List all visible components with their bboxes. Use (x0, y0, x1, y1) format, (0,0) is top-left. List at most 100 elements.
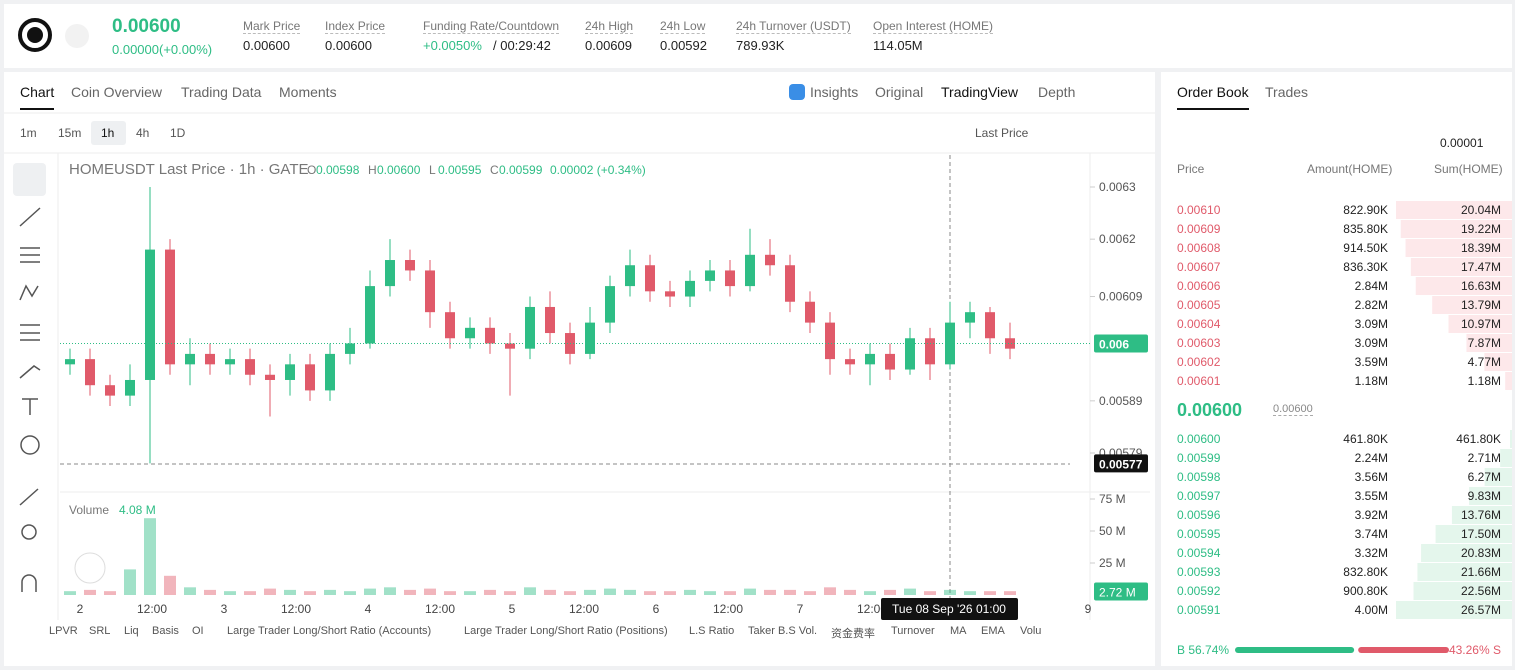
ob-amount: 914.50K (1343, 241, 1388, 255)
interval[interactable]: 15m (58, 126, 82, 140)
depth-bar (1509, 430, 1512, 448)
depth-bar (1484, 353, 1512, 371)
indicator[interactable]: OI (192, 625, 204, 637)
indicator[interactable]: LPVR (49, 625, 78, 637)
tool-crosshair[interactable] (13, 163, 46, 196)
ob-sum: 21.66M (1460, 565, 1501, 579)
indicator[interactable]: Large Trader Long/Short Ratio (Accounts) (227, 625, 432, 637)
tab[interactable]: Chart (20, 84, 55, 110)
candle-body (885, 353, 895, 370)
legend-o: 0.00598 (316, 163, 360, 177)
buy-ratio: B 56.74% (1177, 643, 1230, 657)
indicator[interactable]: L.S Ratio (689, 625, 735, 637)
ob-header: Amount(HOME) (1307, 162, 1393, 176)
candle-body (185, 353, 195, 365)
tab[interactable]: Trading Data (181, 84, 262, 100)
volume-bar (724, 591, 736, 595)
tab[interactable]: Moments (279, 84, 337, 100)
depth-bar (1400, 220, 1512, 238)
candle-body (745, 254, 755, 287)
legend-c: 0.00599 (499, 163, 543, 177)
depth-bar (1415, 277, 1512, 295)
ob-price: 0.00600 (1177, 432, 1221, 446)
legend-chg: 0.00002 (+0.34%) (550, 163, 646, 177)
volume-bar (844, 589, 856, 595)
indicator[interactable]: MA (950, 625, 967, 637)
crosshair-time: Tue 08 Sep '26 01:00 (892, 602, 1006, 616)
volume-bar (644, 591, 656, 595)
view-tab[interactable]: Depth (1038, 84, 1076, 100)
volume-bar (544, 589, 556, 595)
interval[interactable]: 4h (136, 126, 150, 140)
view-tab[interactable]: TradingView (941, 84, 1019, 100)
indicator[interactable]: Turnover (891, 625, 935, 637)
depth-bar (1500, 449, 1512, 467)
precision[interactable]: 0.00001 (1440, 136, 1484, 150)
ob-sum: 18.39M (1460, 241, 1501, 255)
ob-price: 0.00598 (1177, 470, 1221, 484)
candle-body (785, 265, 795, 302)
volume-bar (524, 587, 536, 595)
interval[interactable]: 1m (20, 126, 37, 140)
indicator[interactable]: SRL (89, 625, 111, 637)
favorite[interactable] (65, 24, 89, 48)
ob-tab[interactable]: Order Book (1177, 84, 1249, 110)
ob-amount: 3.09M (1354, 317, 1388, 331)
last-volume-box (1094, 582, 1148, 601)
indicator[interactable]: Volu (1020, 625, 1042, 637)
candle-body (125, 379, 135, 396)
depth-bar (1451, 506, 1512, 524)
stat-label: Funding Rate/Countdown (423, 19, 560, 34)
ob-price: 0.00592 (1177, 584, 1221, 598)
y-tick-label: 0.00609 (1099, 290, 1143, 304)
view-tab[interactable]: Original (875, 84, 924, 100)
ob-price: 0.00596 (1177, 508, 1221, 522)
indicator[interactable]: EMA (981, 625, 1005, 637)
volume-bar (184, 587, 196, 595)
tab[interactable]: Coin Overview (71, 84, 163, 100)
volume-bar (704, 591, 716, 595)
interval[interactable]: 1h (101, 126, 115, 140)
volume-bar (684, 589, 696, 595)
indicator[interactable]: Basis (152, 625, 179, 637)
indicator[interactable]: Liq (124, 625, 139, 637)
ob-sum: 19.22M (1460, 222, 1501, 236)
ob-price: 0.00607 (1177, 260, 1221, 274)
ob-tab[interactable]: Trades (1265, 84, 1309, 100)
volume-value: 4.08 M (119, 503, 156, 517)
ob-amount: 900.80K (1343, 584, 1388, 598)
volume-bar (564, 591, 576, 595)
ob-amount: 1.18M (1354, 374, 1388, 388)
indicator[interactable]: Taker B.S Vol. (748, 625, 818, 637)
sell-ratio-bar (1358, 647, 1449, 653)
insights-icon (789, 84, 805, 100)
volume-bar (664, 591, 676, 595)
ob-sum: 13.79M (1460, 298, 1501, 312)
ob-sum: 20.83M (1460, 546, 1501, 560)
candle-body (1005, 338, 1015, 349)
indicator[interactable]: 资金费率 (831, 628, 875, 640)
ob-amount: 4.00M (1354, 603, 1388, 617)
volume-bar (924, 591, 936, 595)
depth-bar (1396, 601, 1512, 619)
interval[interactable]: 1D (170, 126, 186, 140)
candle-body (645, 265, 655, 292)
ob-amount: 2.84M (1354, 279, 1388, 293)
ob-price: 0.00602 (1177, 355, 1221, 369)
indicator[interactable]: Large Trader Long/Short Ratio (Positions… (464, 625, 668, 637)
volume-bar (764, 589, 776, 595)
depth-bar (1484, 468, 1512, 486)
ob-sum: 16.63M (1460, 279, 1501, 293)
ob-amount: 3.59M (1354, 355, 1388, 369)
view-tab[interactable]: Insights (810, 84, 859, 100)
ob-sum: 9.83M (1467, 489, 1501, 503)
candle-body (545, 306, 555, 334)
volume-bar (884, 589, 896, 595)
depth-bar (1396, 201, 1512, 219)
price-type[interactable]: Last Price (975, 126, 1029, 140)
ob-price: 0.00597 (1177, 489, 1221, 503)
ob-sum: 2.71M (1467, 451, 1501, 465)
depth-bar (1435, 525, 1512, 543)
volume-label: Volume (69, 503, 110, 517)
